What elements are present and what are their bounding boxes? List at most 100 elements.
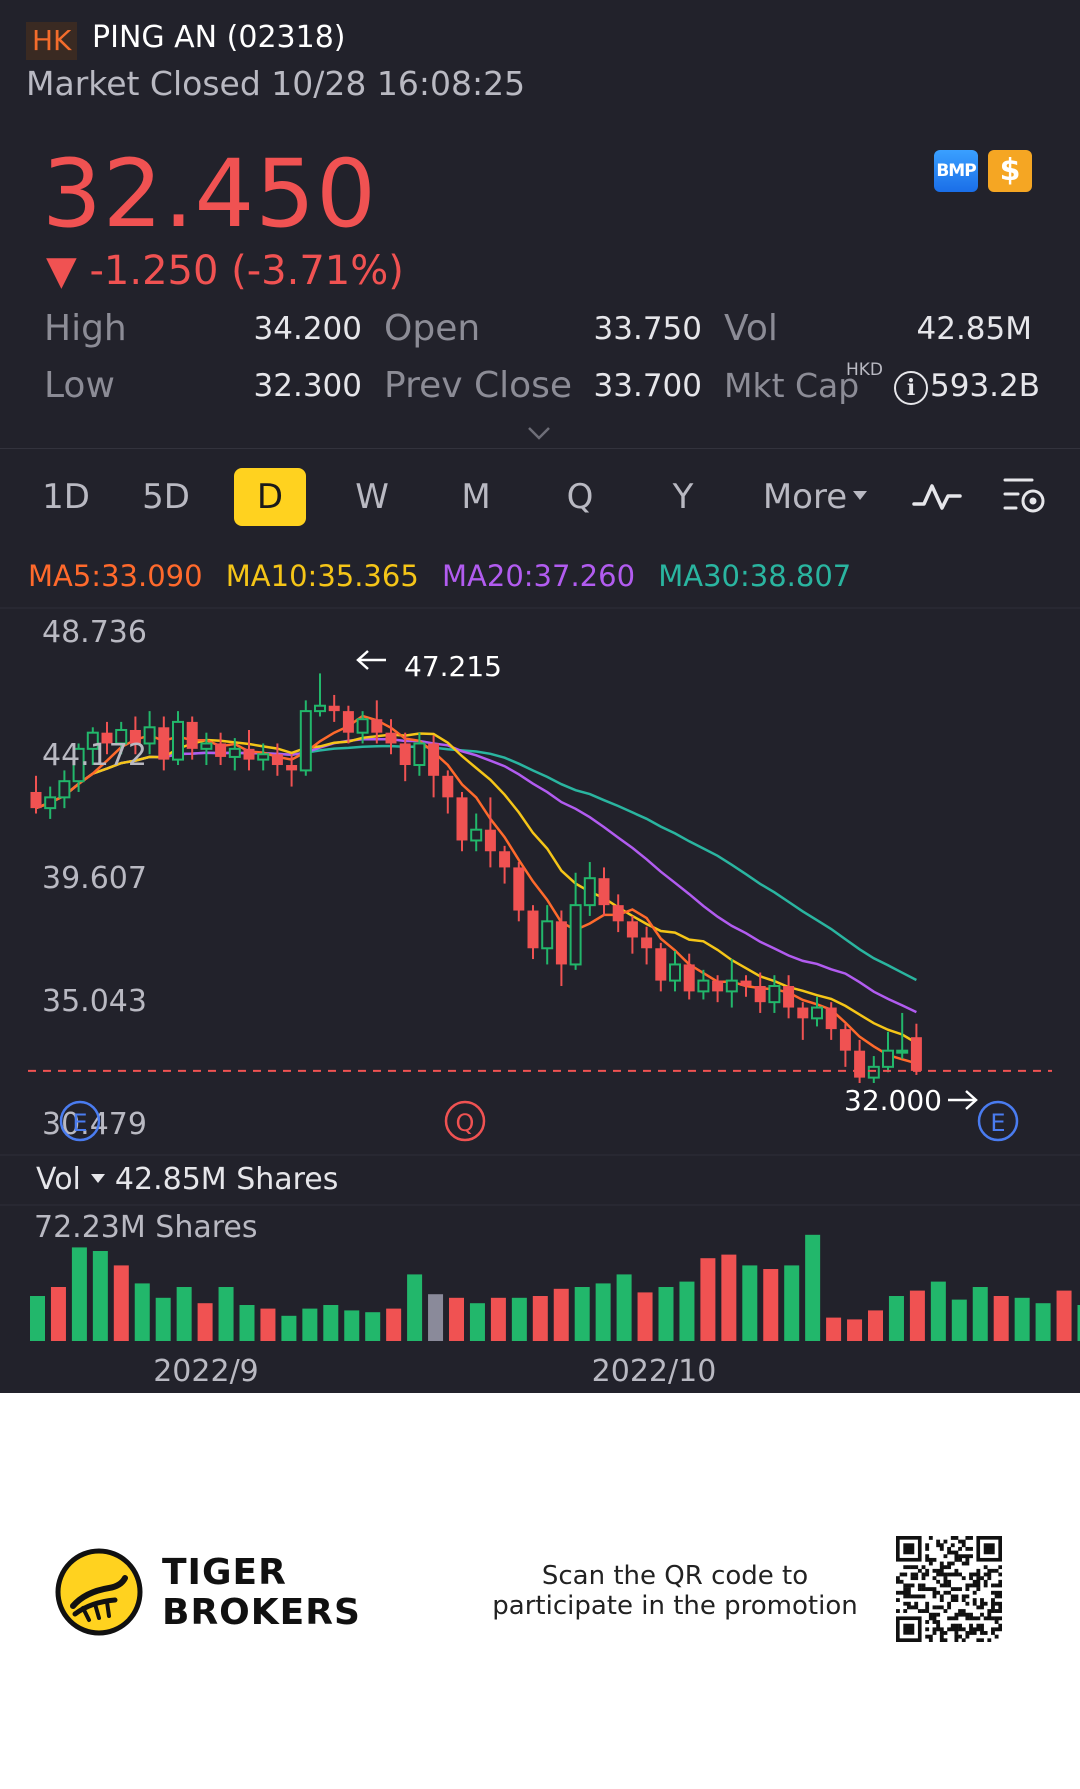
event-marker-label: Q <box>456 1109 475 1137</box>
volume-bar <box>721 1254 737 1341</box>
candle-body <box>754 985 766 1003</box>
candle-body <box>697 979 710 993</box>
mkt-cap-label: Mkt Cap <box>724 366 860 405</box>
info-icon[interactable]: i <box>894 371 928 405</box>
volume-bar <box>637 1292 653 1341</box>
candle-body <box>143 726 156 745</box>
bmp-badge-icon[interactable]: BMP <box>934 150 978 192</box>
volume-bar <box>344 1310 360 1341</box>
candle-body <box>129 729 141 744</box>
y-tick-label: 39.607 <box>42 861 147 896</box>
stock-title: PING AN (02318) <box>92 20 346 55</box>
volume-bar <box>1077 1305 1080 1341</box>
low-arrow-head <box>965 1090 978 1110</box>
candle <box>72 743 85 792</box>
chart-settings-icon[interactable] <box>1002 474 1048 518</box>
volume-bar <box>511 1297 527 1341</box>
ma5-value: MA5:33.090 <box>28 559 203 593</box>
last-price: 32.450 <box>42 140 377 249</box>
tab-more[interactable]: More <box>756 468 874 526</box>
brand-name: TIGER BROKERS <box>162 1553 361 1633</box>
volume-bar <box>1035 1303 1051 1341</box>
candle-body <box>797 1007 809 1019</box>
volume-bar <box>553 1288 569 1341</box>
candle-body <box>910 1037 922 1071</box>
market-badge: HK <box>26 22 78 60</box>
volume-header[interactable]: Vol 42.85M Shares <box>36 1160 338 1200</box>
candle-body <box>683 964 695 992</box>
candle <box>484 797 496 868</box>
candle <box>215 732 227 766</box>
candle <box>299 700 312 776</box>
candle <box>712 975 724 1003</box>
tab-more-label: More <box>762 477 848 517</box>
expand-chevron-icon[interactable] <box>526 420 552 446</box>
tab-5d[interactable]: 5D <box>142 477 190 517</box>
candle-body <box>200 742 213 750</box>
candle <box>797 1002 809 1040</box>
candle <box>115 721 128 755</box>
tab-d[interactable]: D <box>234 468 306 526</box>
volume-bar <box>155 1297 171 1341</box>
qr-code <box>896 1536 1002 1642</box>
y-tick-label: 48.736 <box>42 615 147 650</box>
promo-text: Scan the QR code to participate in the p… <box>480 1561 870 1621</box>
candle <box>143 711 156 755</box>
y-tick-label: 44.172 <box>42 738 147 773</box>
volume-bar <box>323 1305 339 1341</box>
candle <box>271 743 283 776</box>
volume-current: 42.85M Shares <box>114 1162 339 1197</box>
promo-line2: participate in the promotion <box>492 1591 858 1621</box>
candle-body <box>342 711 354 733</box>
candle <box>356 711 369 744</box>
candle <box>200 732 213 766</box>
candle-body <box>655 948 667 981</box>
volume-bar <box>574 1287 590 1341</box>
candle-body <box>484 829 496 852</box>
candle <box>811 996 823 1027</box>
volume-bar <box>679 1281 695 1341</box>
tab-q[interactable]: Q <box>566 477 594 517</box>
tab-m[interactable]: M <box>461 477 491 517</box>
tab-w[interactable]: W <box>355 477 389 517</box>
candle <box>470 813 483 852</box>
candle <box>683 953 695 1000</box>
candle-body <box>442 775 454 798</box>
tab-y[interactable]: Y <box>672 477 694 517</box>
candle <box>499 845 511 884</box>
candle <box>44 786 57 819</box>
candle <box>910 1023 922 1075</box>
price-chart[interactable]: 48.736 44.172 39.607 35.043 30.479 47.215 32.… <box>0 600 1080 1393</box>
brand-line2: BROKERS <box>162 1592 361 1633</box>
volume-bar <box>71 1247 87 1341</box>
candle <box>286 754 298 787</box>
candle <box>839 1023 851 1067</box>
tab-1d[interactable]: 1D <box>42 477 90 517</box>
volume-bar <box>742 1265 758 1341</box>
volume-bar <box>302 1308 318 1341</box>
candle <box>655 942 667 992</box>
volume-bar <box>805 1234 821 1341</box>
volume-bar <box>113 1265 129 1341</box>
candle-body <box>825 1007 837 1030</box>
indicator-icon[interactable] <box>912 476 964 516</box>
candle <box>385 719 397 755</box>
ma-legend: MA5:33.090 MA10:35.365 MA20:37.260 MA30:… <box>28 556 865 596</box>
candle-body <box>428 743 440 776</box>
candle <box>86 727 99 766</box>
candle <box>569 872 582 970</box>
candle-body <box>725 979 738 993</box>
event-marker-label: E <box>72 1109 87 1137</box>
candle <box>314 673 326 717</box>
candle <box>328 694 340 722</box>
volume-bar <box>972 1287 988 1341</box>
candle-body <box>527 910 539 949</box>
volume-bar <box>616 1274 632 1341</box>
dollar-badge-icon[interactable]: $ <box>988 150 1032 192</box>
volume-bar <box>428 1294 444 1341</box>
candle-body <box>399 743 411 766</box>
candle-body <box>44 796 57 810</box>
candle <box>172 711 184 766</box>
candle-body <box>499 851 511 868</box>
candle-body <box>612 905 624 922</box>
